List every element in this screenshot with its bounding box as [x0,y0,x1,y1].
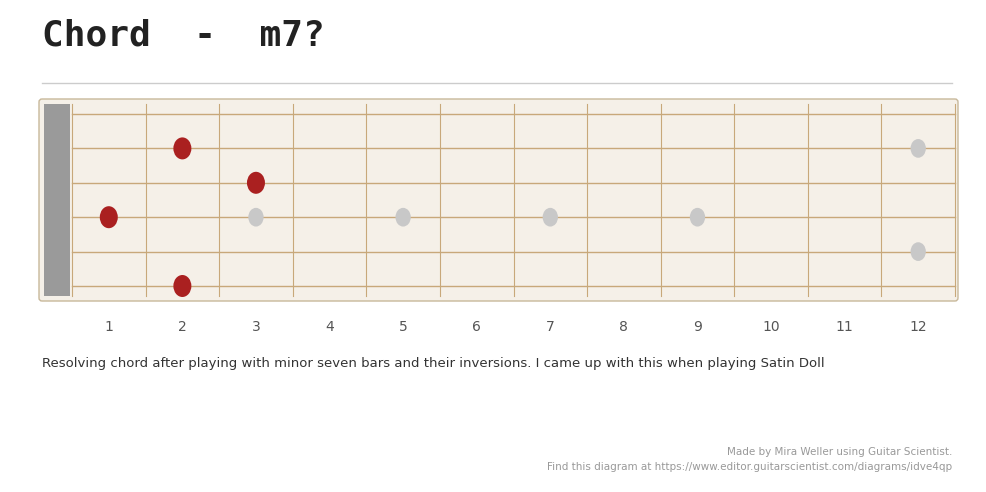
Ellipse shape [174,137,191,159]
Text: 5: 5 [398,320,407,334]
Text: 8: 8 [619,320,628,334]
Text: 4: 4 [324,320,333,334]
Text: 3: 3 [251,320,260,334]
Ellipse shape [174,275,191,297]
Text: 6: 6 [471,320,480,334]
Ellipse shape [542,208,557,226]
Text: Resolving chord after playing with minor seven bars and their inversions. I came: Resolving chord after playing with minor… [42,357,823,370]
Text: Find this diagram at https://www.editor.guitarscientist.com/diagrams/idve4qp: Find this diagram at https://www.editor.… [546,462,951,472]
Bar [44,104,70,296]
Text: 12: 12 [908,320,926,334]
Text: 7: 7 [545,320,554,334]
Text: 10: 10 [761,320,779,334]
Ellipse shape [248,208,263,226]
Text: 1: 1 [105,320,113,334]
Text: 11: 11 [835,320,853,334]
Text: Made by Mira Weller using Guitar Scientist.: Made by Mira Weller using Guitar Scienti… [726,447,951,457]
FancyBboxPatch shape [39,99,957,301]
Text: 9: 9 [692,320,701,334]
Ellipse shape [246,172,264,194]
Ellipse shape [910,139,925,158]
Ellipse shape [689,208,704,226]
Ellipse shape [100,206,117,228]
Text: Chord  -  m7?: Chord - m7? [42,18,324,52]
Ellipse shape [910,242,925,261]
Text: 2: 2 [177,320,186,334]
Ellipse shape [395,208,410,226]
